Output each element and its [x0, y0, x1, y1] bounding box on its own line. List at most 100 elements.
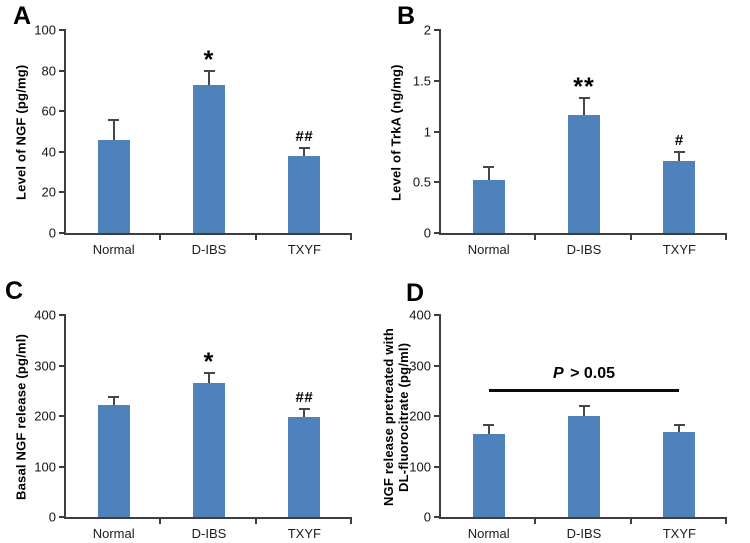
significance-marker: ## [295, 389, 314, 407]
x-category-label: D-IBS [191, 242, 227, 257]
error-bar-stem [303, 148, 306, 156]
y-axis-tick [59, 150, 66, 153]
y-tick-label: 0 [423, 509, 431, 525]
y-tick-label: 300 [409, 358, 431, 373]
x-category-label: TXYF [287, 242, 321, 257]
bar [472, 180, 505, 233]
x-axis-tick [534, 233, 537, 240]
plot-area-a: 0 20 40 60 80 100 Normal * D-IBS ## TXYF [34, 23, 352, 257]
y-axis-label-c: Basal NGF release (pg/ml) [13, 333, 29, 501]
error-bar-cap [673, 150, 685, 153]
x-axis-tick [350, 233, 352, 240]
y-tick-label: 2 [423, 22, 431, 38]
error-bar-stem [487, 426, 490, 434]
y-axis-tick [434, 415, 441, 417]
x-axis-tick [725, 517, 727, 524]
y-tick-label: 300 [34, 358, 56, 373]
panel-a: A Level of NGF (pg/mg) 0 20 40 60 80 100 Norma… [0, 0, 375, 272]
plot-area-b: 0 0.5 1 1.5 2 Normal ** D-IBS # TXYF [413, 23, 727, 257]
y-axis-tick [434, 29, 441, 31]
x-axis-tick [629, 233, 632, 240]
panel-letter-b: B [397, 2, 416, 30]
y-axis-label-a: Level of NGF (pg/mg) [13, 64, 29, 201]
y-tick-label: 0 [48, 509, 56, 525]
bar [568, 415, 600, 517]
panel-d: D NGF release pretreated with DL-fluoroc… [375, 272, 750, 543]
plot-area-d: 0 100 200 300 400 Normal D-IBS TXYF P > 0.05 [409, 308, 727, 541]
error-bar-cap [298, 408, 310, 411]
error-bar-cap [483, 424, 495, 427]
y-axis-tick [59, 415, 66, 417]
bar [663, 432, 696, 517]
y-axis-label-d: NGF release pretreated with DL-fluorocit… [381, 327, 411, 507]
y-tick-label: 0.5 [412, 174, 431, 190]
significance-marker: * [203, 348, 215, 377]
error-bar-cap [203, 372, 215, 375]
error-bar-stem [112, 121, 115, 140]
y-tick-label: 100 [34, 22, 56, 38]
y-tick-label: 20 [41, 184, 56, 200]
y-axis-tick [59, 110, 66, 113]
error-bar-stem [583, 99, 585, 116]
panel-letter-d: D [406, 279, 425, 307]
panel-letter-c: C [5, 277, 24, 305]
y-axis-tick [59, 29, 66, 31]
panel-c: C Basal NGF release (pg/ml) 0 100 200 300 40… [0, 272, 375, 543]
bar [193, 84, 225, 233]
y-tick-label: 200 [34, 408, 56, 424]
p-value-symbol: P [552, 364, 564, 382]
error-bar-stem [678, 425, 681, 433]
y-axis-tick [434, 232, 441, 234]
p-value-text: P > 0.05 [553, 365, 615, 383]
y-tick-label: 80 [41, 63, 56, 79]
x-axis-tick [534, 517, 537, 524]
error-bar-cap [203, 69, 215, 72]
x-category-label: TXYF [662, 526, 696, 541]
y-axis-tick [434, 516, 441, 518]
error-bar-cap [673, 423, 685, 426]
error-bar-stem [678, 152, 681, 161]
significance-marker: ## [295, 127, 314, 145]
x-axis-tick [629, 517, 632, 524]
y-tick-label: 0 [48, 225, 56, 241]
x-axis-tick [725, 233, 727, 240]
error-bar-cap [298, 146, 310, 149]
x-category-label: TXYF [287, 526, 321, 541]
error-bar-stem [208, 71, 210, 85]
y-axis-tick [59, 465, 66, 468]
y-axis-tick [434, 181, 441, 184]
error-bar-stem [112, 398, 115, 405]
bar [288, 417, 321, 517]
error-bar-cap [483, 166, 495, 169]
error-bar-cap [578, 405, 590, 408]
y-tick-label: 400 [34, 307, 56, 323]
x-category-label: TXYF [662, 242, 696, 257]
x-category-label: Normal [92, 242, 135, 257]
bar [663, 160, 696, 233]
error-bar-cap [108, 119, 120, 122]
error-bar-stem [487, 168, 490, 181]
x-category-label: D-IBS [566, 242, 602, 257]
significance-marker: # [674, 131, 684, 149]
p-value-line [488, 388, 680, 392]
error-bar-stem [583, 407, 585, 416]
y-axis-tick [434, 130, 441, 133]
x-category-label: Normal [92, 526, 135, 541]
y-axis-tick [434, 79, 441, 82]
bar [288, 155, 321, 233]
error-bar-stem [208, 374, 210, 383]
x-category-label: Normal [467, 526, 510, 541]
y-axis-label-b: Level of TrkA (ng/mg) [388, 64, 404, 201]
y-tick-label: 1 [423, 124, 431, 139]
significance-marker: ** [573, 73, 595, 102]
y-tick-label: 1.5 [412, 73, 431, 89]
y-axis-tick [434, 465, 441, 468]
x-axis-tick [159, 517, 162, 524]
bar [472, 433, 505, 517]
x-axis-tick [254, 233, 257, 240]
y-axis-tick [59, 314, 66, 316]
bar [568, 115, 600, 233]
y-axis-tick [434, 364, 441, 367]
bar [97, 139, 130, 233]
